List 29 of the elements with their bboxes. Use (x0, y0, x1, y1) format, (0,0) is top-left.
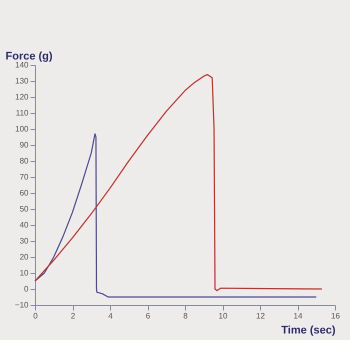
y-axis-title: Force (g) (6, 50, 53, 62)
y-tick-label: 140 (15, 60, 30, 70)
x-tick-label: 14 (294, 312, 303, 320)
y-tick-label: 0 (24, 284, 30, 294)
x-tick-label: 0 (33, 312, 38, 320)
y-tick-label: 10 (20, 268, 30, 278)
y-tick-label: 40 (20, 220, 30, 230)
x-tick-label: 10 (218, 312, 228, 320)
y-tick-label: −10 (14, 300, 30, 310)
y-tick-label: 120 (15, 92, 30, 102)
line-series (34, 133, 317, 298)
line-series (34, 74, 322, 292)
x-axis-title: Time (sec) (281, 324, 336, 336)
x-tick-label: 12 (256, 312, 266, 320)
y-tick-label: 80 (20, 156, 30, 166)
x-tick-label: 16 (331, 312, 340, 320)
y-tick-label: 20 (20, 252, 30, 262)
y-tick-label: 100 (15, 124, 30, 134)
y-tick-label: 110 (16, 108, 30, 118)
y-tick-label: 70 (20, 172, 30, 182)
x-tick-label: 8 (183, 312, 188, 320)
x-tick-label: 6 (146, 312, 151, 320)
x-tick-label: 2 (70, 312, 76, 320)
y-tick-label: 130 (15, 76, 30, 86)
y-tick-label: 90 (20, 140, 30, 150)
y-tick-label: 30 (20, 236, 30, 246)
x-tick-label: 4 (108, 312, 114, 320)
y-tick-label: 60 (20, 188, 30, 198)
y-tick-label: 50 (20, 204, 30, 214)
